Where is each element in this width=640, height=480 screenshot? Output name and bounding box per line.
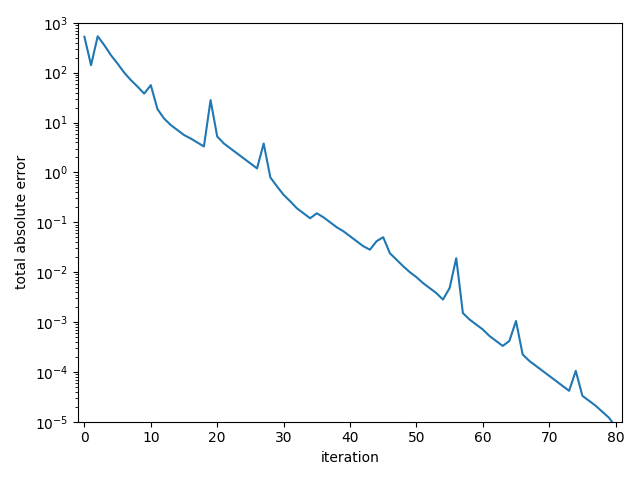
Y-axis label: total absolute error: total absolute error (15, 155, 29, 289)
X-axis label: iteration: iteration (321, 451, 380, 465)
